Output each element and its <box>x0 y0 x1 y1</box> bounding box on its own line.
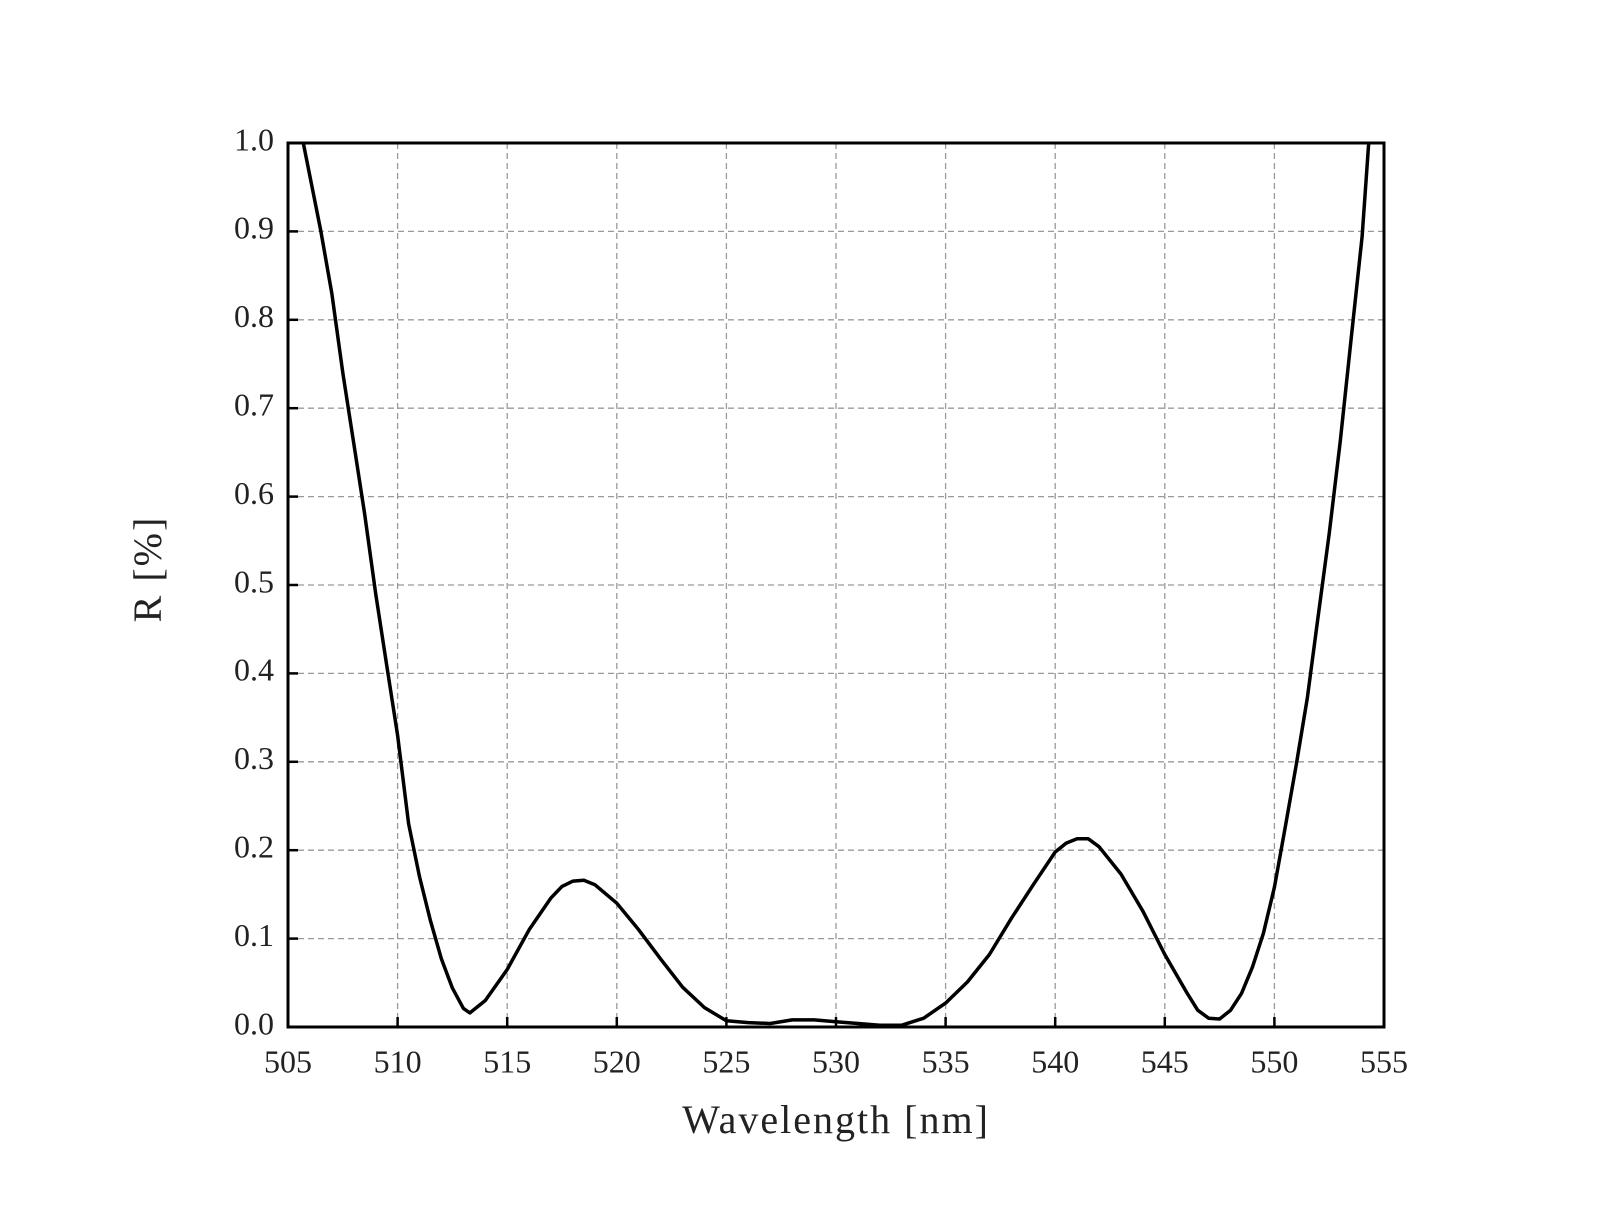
y-tick-label: 0.6 <box>234 475 274 511</box>
x-tick-label: 505 <box>264 1043 312 1079</box>
x-tick-label: 510 <box>374 1043 422 1079</box>
y-axis-label: R [%] <box>125 516 170 623</box>
y-tick-label: 0.5 <box>234 563 274 599</box>
x-tick-label: 545 <box>1141 1043 1189 1079</box>
y-tick-label: 0.2 <box>234 829 274 865</box>
x-axis-label: Wavelength [nm] <box>682 1097 990 1142</box>
y-tick-label: 0.3 <box>234 740 274 776</box>
y-tick-label: 0.9 <box>234 210 274 246</box>
y-tick-label: 0.4 <box>234 652 274 688</box>
y-tick-label: 0.1 <box>234 917 274 953</box>
y-tick-label: 0.7 <box>234 387 274 423</box>
x-tick-label: 535 <box>922 1043 970 1079</box>
y-tick-label: 0.0 <box>234 1005 274 1041</box>
x-tick-label: 525 <box>702 1043 750 1079</box>
y-tick-label: 0.8 <box>234 298 274 334</box>
x-tick-label: 555 <box>1360 1043 1408 1079</box>
x-tick-label: 550 <box>1250 1043 1298 1079</box>
x-tick-label: 515 <box>483 1043 531 1079</box>
y-tick-label: 1.0 <box>234 121 274 157</box>
plot-frame <box>286 141 1386 1029</box>
data-line <box>301 142 1371 1027</box>
x-tick-label: 530 <box>812 1043 860 1079</box>
x-tick-label: 540 <box>1031 1043 1079 1079</box>
x-tick-label: 520 <box>593 1043 641 1079</box>
